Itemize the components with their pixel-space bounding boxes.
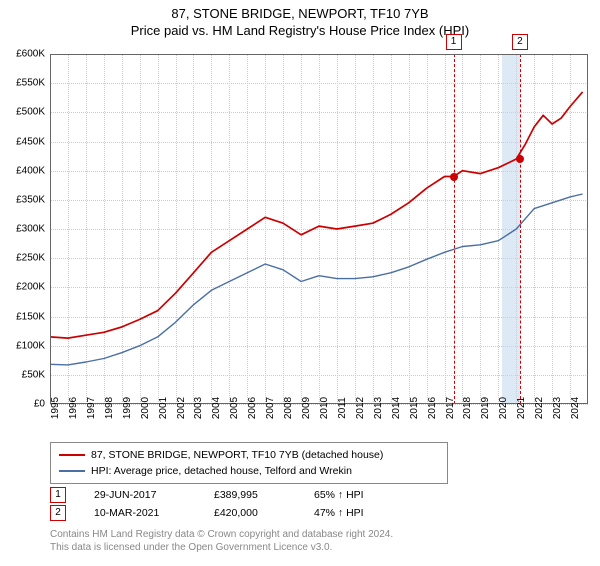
- legend-label: 87, STONE BRIDGE, NEWPORT, TF10 7YB (det…: [91, 449, 383, 461]
- sales-table: 1 29-JUN-2017 £389,995 65% ↑ HPI 2 10-MA…: [50, 486, 364, 522]
- sale-relative: 47% ↑ HPI: [314, 507, 364, 519]
- footer-line: This data is licensed under the Open Gov…: [50, 541, 393, 554]
- plot-border: [50, 54, 588, 404]
- sale-marker: 2: [50, 505, 66, 521]
- sale-date: 10-MAR-2021: [94, 507, 214, 519]
- footer-line: Contains HM Land Registry data © Crown c…: [50, 528, 393, 541]
- legend-row: 87, STONE BRIDGE, NEWPORT, TF10 7YB (det…: [59, 447, 439, 463]
- footer: Contains HM Land Registry data © Crown c…: [50, 528, 393, 554]
- chart-container: 87, STONE BRIDGE, NEWPORT, TF10 7YB Pric…: [0, 6, 600, 566]
- sale-price: £420,000: [214, 507, 314, 519]
- sale-relative: 65% ↑ HPI: [314, 489, 364, 501]
- legend-label: HPI: Average price, detached house, Telf…: [91, 465, 352, 477]
- title-main: 87, STONE BRIDGE, NEWPORT, TF10 7YB: [0, 6, 600, 21]
- sale-date: 29-JUN-2017: [94, 489, 214, 501]
- legend-row: HPI: Average price, detached house, Telf…: [59, 463, 439, 479]
- sale-price: £389,995: [214, 489, 314, 501]
- legend-swatch: [59, 454, 85, 456]
- sale-row: 2 10-MAR-2021 £420,000 47% ↑ HPI: [50, 504, 364, 522]
- legend: 87, STONE BRIDGE, NEWPORT, TF10 7YB (det…: [50, 442, 448, 484]
- sale-row: 1 29-JUN-2017 £389,995 65% ↑ HPI: [50, 486, 364, 504]
- chart-area: £0£50K£100K£150K£200K£250K£300K£350K£400…: [50, 54, 588, 404]
- title-sub: Price paid vs. HM Land Registry's House …: [0, 23, 600, 38]
- sale-marker: 1: [50, 487, 66, 503]
- legend-swatch: [59, 470, 85, 472]
- titles: 87, STONE BRIDGE, NEWPORT, TF10 7YB Pric…: [0, 6, 600, 38]
